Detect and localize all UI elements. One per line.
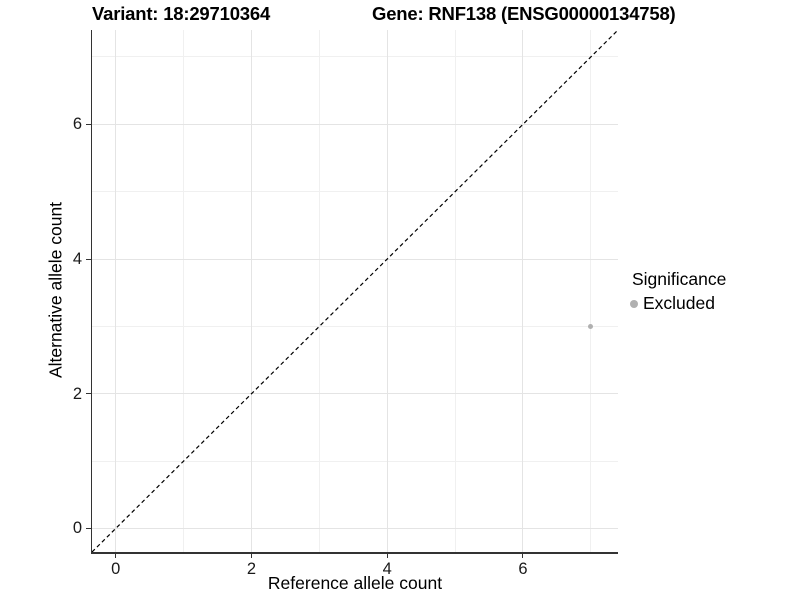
y-tick-label: 2 bbox=[72, 384, 82, 403]
legend-item-label: Excluded bbox=[643, 293, 715, 313]
grid-minor-x bbox=[454, 30, 456, 552]
x-tick-mark bbox=[250, 553, 252, 558]
legend-title: Significance bbox=[632, 269, 727, 289]
legend: Significance Excluded bbox=[628, 269, 726, 314]
grid-major-y bbox=[92, 527, 618, 529]
y-tick-mark bbox=[86, 258, 91, 260]
grid-minor-y bbox=[92, 460, 618, 462]
y-axis-label: Alternative allele count bbox=[45, 201, 66, 379]
variant-title: Variant: 18:29710364 bbox=[92, 3, 271, 24]
y-tick-mark bbox=[86, 123, 91, 125]
y-axis-line bbox=[90, 30, 92, 554]
grid-major-y bbox=[92, 258, 618, 260]
grid-major-x bbox=[115, 30, 117, 552]
grid-minor-y bbox=[92, 191, 618, 193]
x-tick-mark bbox=[386, 553, 388, 558]
y-tick-label: 0 bbox=[72, 519, 82, 538]
x-tick-label: 6 bbox=[518, 560, 528, 578]
grid-major-x bbox=[522, 30, 524, 552]
x-axis-label: Reference allele count bbox=[267, 573, 443, 593]
x-tick-label: 4 bbox=[382, 560, 392, 578]
grid-minor-y bbox=[92, 325, 618, 327]
y-tick-label: 6 bbox=[72, 115, 82, 134]
y-tick-mark bbox=[86, 527, 91, 529]
grid-minor-x bbox=[318, 30, 320, 552]
gene-title: Gene: RNF138 (ENSG00000134758) bbox=[372, 3, 676, 24]
y-tick-label: 4 bbox=[72, 250, 82, 268]
x-tick-mark bbox=[522, 553, 524, 558]
grid-minor-x bbox=[590, 30, 592, 552]
x-axis-line bbox=[90, 552, 618, 554]
grid-major-y bbox=[92, 393, 618, 395]
data-point bbox=[588, 323, 594, 329]
legend-item-excluded: Excluded bbox=[628, 293, 726, 314]
y-tick-mark bbox=[86, 393, 91, 395]
grid-minor-y bbox=[92, 56, 618, 58]
x-tick-mark bbox=[115, 553, 117, 558]
legend-circle-icon bbox=[630, 299, 638, 308]
grid-minor-x bbox=[183, 30, 185, 552]
x-tick-label: 2 bbox=[246, 560, 257, 578]
grid-major-y bbox=[92, 123, 618, 125]
grid-major-x bbox=[250, 30, 252, 552]
grid-major-x bbox=[386, 30, 388, 552]
plot-panel bbox=[92, 30, 618, 552]
x-tick-label: 0 bbox=[111, 560, 121, 578]
identity-line bbox=[92, 30, 618, 552]
